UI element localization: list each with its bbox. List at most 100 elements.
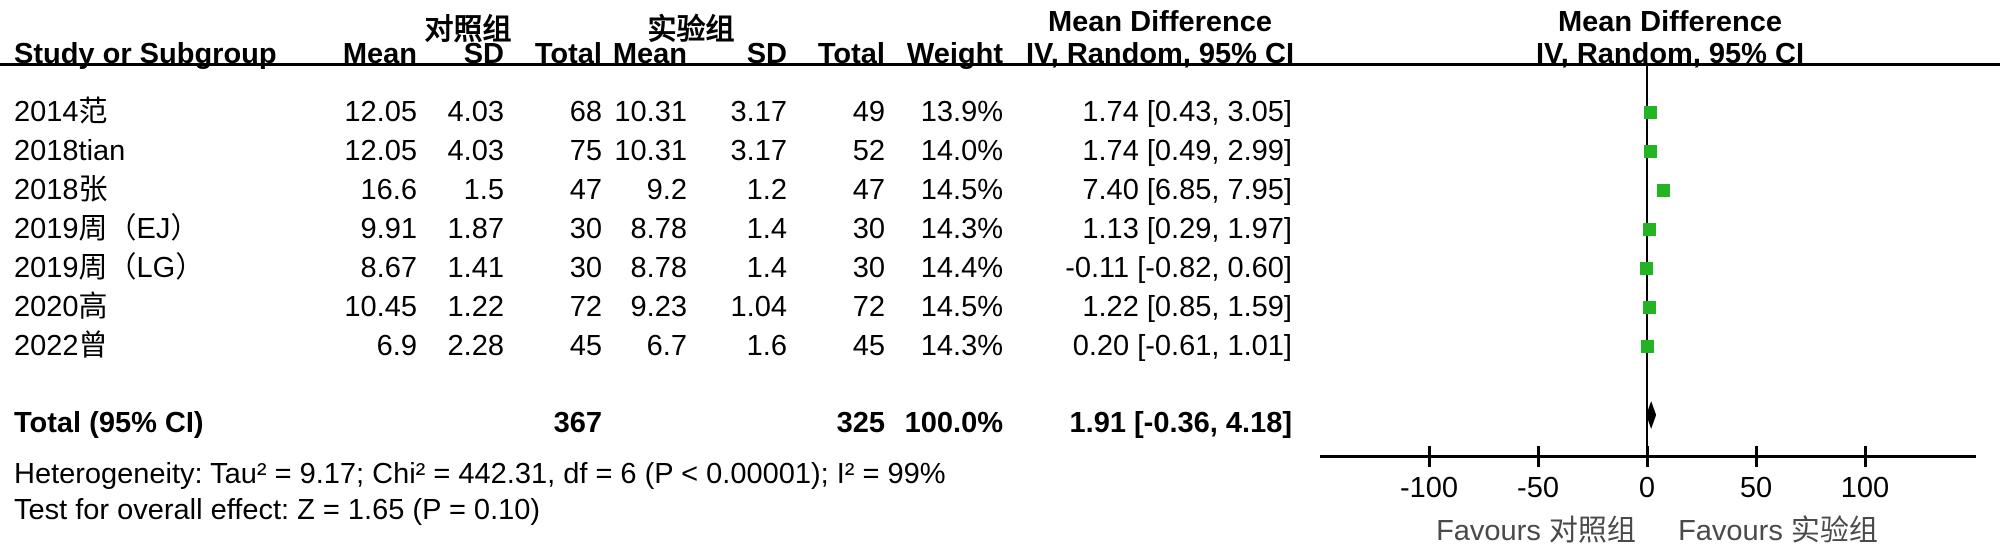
cell-e_mean: 9.2	[646, 174, 687, 206]
cell-name: 2014范	[14, 96, 108, 128]
cell-c_sd: 1.87	[447, 213, 504, 245]
col-header-total-c: Total	[534, 38, 602, 70]
total-weight: 100.0%	[904, 407, 1003, 439]
cell-e_total: 30	[852, 252, 885, 284]
favours-right-label: Favours 实验组	[1678, 515, 1878, 547]
effect-title-left: Mean Difference	[1047, 6, 1273, 38]
table-row: 2020高 10.45 1.22 72 9.23 1.04 72 14.5% 1.22 [0.8…	[0, 288, 2000, 327]
cell-e_sd: 3.17	[730, 96, 787, 128]
cell-e_sd: 1.4	[746, 252, 787, 284]
col-header-mean-e: Mean	[612, 38, 687, 70]
cell-name: 2018tian	[14, 135, 126, 167]
cell-name: 2020高	[14, 291, 108, 323]
x-tick-label: 0	[1638, 472, 1656, 504]
col-header-total-e: Total	[817, 38, 885, 70]
x-tick-label: 100	[1840, 472, 1890, 504]
cell-e_mean: 10.31	[614, 96, 687, 128]
col-header-weight: Weight	[906, 38, 1003, 70]
study-marker	[1643, 301, 1657, 314]
col-header-sd-e: SD	[746, 38, 787, 70]
x-tick-label: -100	[1399, 472, 1459, 504]
table-row: 2018tian 12.05 4.03 75 10.31 3.17 52 14.0% 1.74 …	[0, 132, 2000, 171]
cell-e_mean: 6.7	[646, 330, 687, 362]
cell-c_sd: 1.22	[447, 291, 504, 323]
cell-e_total: 47	[852, 174, 885, 206]
cell-e_total: 72	[852, 291, 885, 323]
cell-ci: 1.74 [0.49, 2.99]	[1082, 135, 1292, 167]
favours-left-label: Favours 对照组	[1436, 515, 1636, 547]
cell-name: 2022曾	[14, 330, 108, 362]
cell-ci: -0.11 [-0.82, 0.60]	[1065, 252, 1292, 284]
cell-c_sd: 1.41	[447, 252, 504, 284]
table-row: 2014范 12.05 4.03 68 10.31 3.17 49 13.9% 1.74 [0.…	[0, 93, 2000, 132]
study-marker	[1644, 106, 1658, 119]
header-divider	[0, 63, 2000, 66]
cell-e_sd: 1.6	[746, 330, 787, 362]
x-tick-label: -50	[1517, 472, 1559, 504]
col-header-sd-c: SD	[463, 38, 504, 70]
table-row: 2022曾 6.9 2.28 45 6.7 1.6 45 14.3% 0.20 [-0.61, …	[0, 327, 2000, 366]
cell-weight: 14.3%	[920, 330, 1003, 362]
cell-c_total: 30	[569, 252, 602, 284]
table-row: 2019周（LG） 8.67 1.41 30 8.78 1.4 30 14.4% -0.11 […	[0, 249, 2000, 288]
total-ci: 1.91 [-0.36, 4.18]	[1069, 407, 1292, 439]
study-marker	[1642, 223, 1656, 236]
cell-ci: 7.40 [6.85, 7.95]	[1082, 174, 1292, 206]
cell-c_mean: 12.05	[344, 96, 417, 128]
cell-e_sd: 1.4	[746, 213, 787, 245]
x-axis-tick	[1864, 446, 1867, 467]
x-axis-tick	[1646, 446, 1649, 467]
cell-c_total: 68	[569, 96, 602, 128]
x-axis-tick	[1428, 446, 1431, 467]
cell-weight: 14.4%	[920, 252, 1003, 284]
total-e-total: 325	[836, 407, 885, 439]
table-row: 2018张 16.6 1.5 47 9.2 1.2 47 14.5% 7.40 [6.85, 7…	[0, 171, 2000, 210]
pooled-diamond	[1646, 401, 1657, 429]
cell-c_total: 45	[569, 330, 602, 362]
heterogeneity-text: Heterogeneity: Tau² = 9.17; Chi² = 442.3…	[14, 458, 946, 490]
cell-e_total: 30	[852, 213, 885, 245]
study-marker	[1640, 340, 1654, 353]
control-group-header: 对照组	[424, 14, 512, 46]
cell-c_total: 47	[569, 174, 602, 206]
cell-c_total: 72	[569, 291, 602, 323]
cell-e_sd: 1.04	[730, 291, 787, 323]
x-axis-tick	[1755, 446, 1758, 467]
cell-e_sd: 1.2	[746, 174, 787, 206]
cell-weight: 14.0%	[920, 135, 1003, 167]
cell-weight: 14.3%	[920, 213, 1003, 245]
cell-e_total: 52	[852, 135, 885, 167]
cell-c_mean: 6.9	[376, 330, 417, 362]
total-row: Total (95% CI) 367 325 100.0% 1.91 [-0.3…	[0, 404, 2000, 443]
zero-reference-line	[1646, 66, 1648, 455]
cell-e_mean: 8.78	[630, 252, 687, 284]
overall-effect-text: Test for overall effect: Z = 1.65 (P = 0…	[14, 494, 541, 526]
cell-e_mean: 8.78	[630, 213, 687, 245]
cell-c_mean: 8.67	[360, 252, 417, 284]
study-marker	[1656, 184, 1670, 197]
cell-c_mean: 9.91	[360, 213, 417, 245]
cell-name: 2019周（EJ）	[14, 213, 200, 245]
x-tick-label: 50	[1739, 472, 1773, 504]
cell-c_sd: 4.03	[447, 96, 504, 128]
table-row: 2019周（EJ） 9.91 1.87 30 8.78 1.4 30 14.3% 1.13 [0…	[0, 210, 2000, 249]
cell-ci: 1.13 [0.29, 1.97]	[1082, 213, 1292, 245]
study-marker	[1644, 145, 1658, 158]
cell-weight: 14.5%	[920, 174, 1003, 206]
col-header-ci-left: IV, Random, 95% CI	[1025, 38, 1295, 70]
cell-name: 2018张	[14, 174, 108, 206]
cell-c_mean: 16.6	[360, 174, 417, 206]
cell-c_sd: 1.5	[463, 174, 504, 206]
col-header-study: Study or Subgroup	[14, 38, 277, 70]
study-marker	[1640, 262, 1654, 275]
cell-e_sd: 3.17	[730, 135, 787, 167]
total-c-total: 367	[553, 407, 602, 439]
total-label: Total (95% CI)	[14, 407, 204, 439]
col-header-ci-right: IV, Random, 95% CI	[1535, 38, 1805, 70]
x-axis-tick	[1537, 446, 1540, 467]
cell-c_mean: 10.45	[344, 291, 417, 323]
col-header-mean-c: Mean	[342, 38, 417, 70]
cell-c_total: 75	[569, 135, 602, 167]
cell-e_mean: 10.31	[614, 135, 687, 167]
cell-e_mean: 9.23	[630, 291, 687, 323]
